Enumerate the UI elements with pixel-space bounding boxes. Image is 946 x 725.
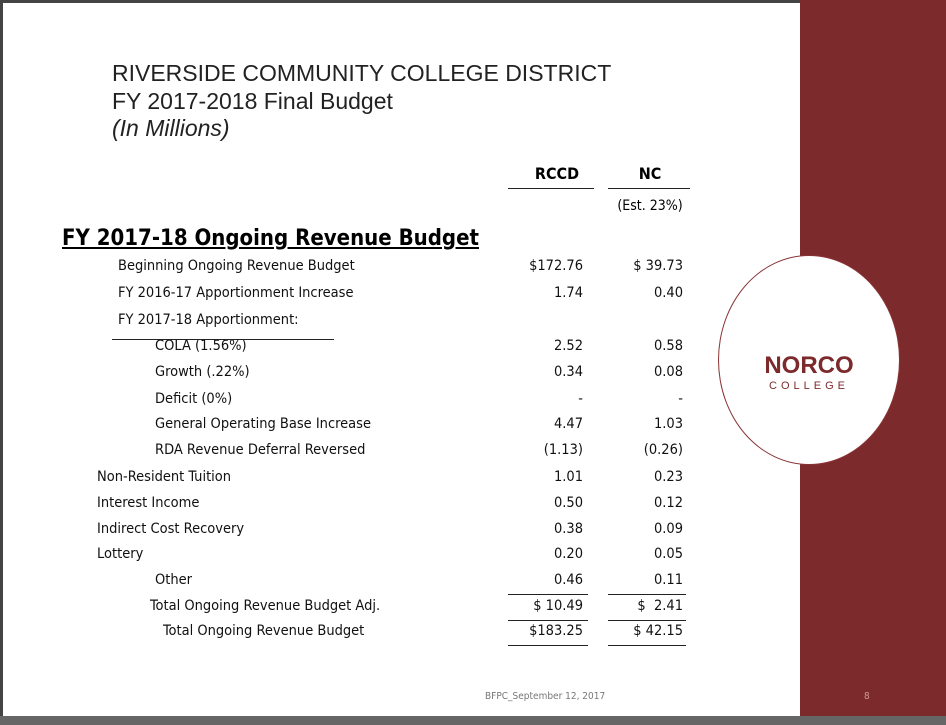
- row-label: Non-Resident Tuition: [97, 469, 232, 485]
- nc-value: -: [678, 391, 683, 407]
- subtitle: FY 2017-2018 Final Budget: [112, 88, 393, 114]
- rule: [608, 620, 686, 621]
- nc-value: $ 39.73: [633, 258, 683, 274]
- row-label: Other: [155, 572, 193, 588]
- row-label: Growth (.22%): [155, 364, 250, 380]
- rccd-value: $ 10.49: [533, 598, 583, 614]
- rccd-value: $172.76: [529, 258, 583, 274]
- rccd-value: 0.50: [553, 495, 583, 511]
- nc-value: (0.26): [643, 442, 683, 458]
- rccd-value: 2.52: [553, 338, 583, 354]
- rccd-value: $183.25: [529, 623, 583, 639]
- rule: [608, 594, 686, 595]
- nc-value: 0.12: [653, 495, 683, 511]
- nc-value: 0.58: [653, 338, 683, 354]
- rccd-value: 0.38: [553, 521, 583, 537]
- rccd-value: 1.74: [553, 285, 583, 301]
- rule: [508, 188, 594, 189]
- rccd-value: (1.13): [543, 442, 583, 458]
- row-label: Beginning Ongoing Revenue Budget: [118, 258, 355, 274]
- nc-value: $ 42.15: [633, 623, 683, 639]
- rccd-value: 0.46: [553, 572, 583, 588]
- rule: [112, 339, 334, 340]
- title: RIVERSIDE COMMUNITY COLLEGE DISTRICT: [112, 60, 612, 86]
- logo-circle: [718, 255, 900, 465]
- rule: [508, 645, 588, 646]
- row-label: Interest Income: [97, 495, 200, 511]
- rccd-value: 0.34: [553, 364, 583, 380]
- section-heading: FY 2017-18 Ongoing Revenue Budget: [62, 226, 479, 251]
- row-label: COLA (1.56%): [155, 338, 247, 354]
- row-label: FY 2016-17 Apportionment Increase: [118, 285, 354, 301]
- row-label: Total Ongoing Revenue Budget Adj.: [150, 598, 381, 614]
- page-number: 8: [864, 691, 870, 702]
- top-border: [0, 0, 946, 3]
- nc-value: 0.08: [653, 364, 683, 380]
- col-nc: NC: [638, 164, 662, 183]
- rule: [508, 594, 588, 595]
- col-note: (Est. 23%): [617, 198, 683, 214]
- nc-value: 0.23: [653, 469, 683, 485]
- rule: [608, 188, 690, 189]
- rule: [608, 645, 686, 646]
- bottom-border: [0, 716, 946, 725]
- units: (In Millions): [112, 115, 230, 141]
- row-label: Lottery: [97, 546, 144, 562]
- rule: [508, 620, 588, 621]
- nc-value: 0.11: [653, 572, 683, 588]
- rccd-value: -: [578, 391, 583, 407]
- row-label: Total Ongoing Revenue Budget: [163, 623, 365, 639]
- left-border: [0, 0, 3, 725]
- row-label: RDA Revenue Deferral Reversed: [155, 442, 366, 458]
- nc-value: 0.05: [653, 546, 683, 562]
- logo-tagline: COLLEGE: [769, 380, 849, 392]
- nc-value: 1.03: [653, 416, 683, 432]
- row-label: Indirect Cost Recovery: [97, 521, 245, 537]
- nc-value: 0.40: [653, 285, 683, 301]
- nc-value: 0.09: [653, 521, 683, 537]
- rccd-value: 1.01: [553, 469, 583, 485]
- rccd-value: 0.20: [553, 546, 583, 562]
- footer: BFPC_September 12, 2017: [485, 691, 606, 702]
- logo-name: NORCO: [764, 352, 854, 379]
- rccd-value: 4.47: [553, 416, 583, 432]
- nc-value: $ 2.41: [637, 598, 683, 614]
- row-label: General Operating Base Increase: [155, 416, 372, 432]
- row-label: FY 2017-18 Apportionment:: [118, 312, 299, 328]
- row-label: Deficit (0%): [155, 391, 233, 407]
- col-rccd: RCCD: [534, 164, 580, 183]
